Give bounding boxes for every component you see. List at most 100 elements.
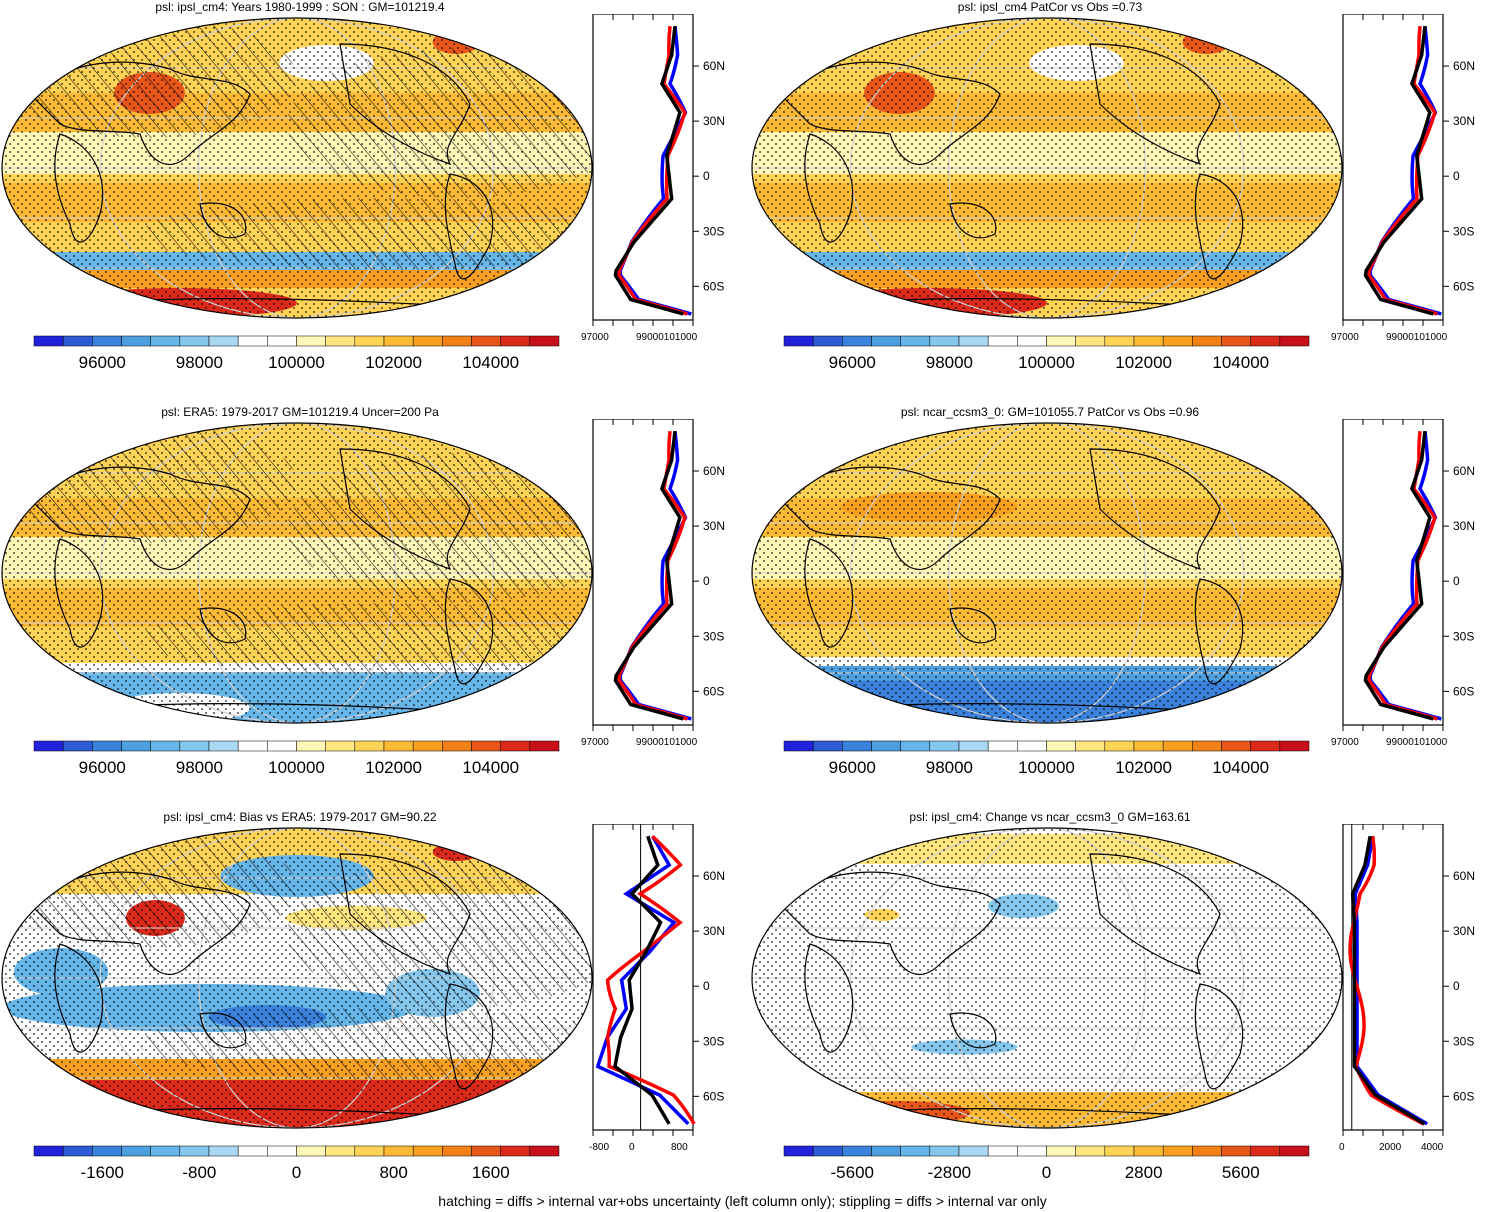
colorbar-swatch <box>1221 1145 1251 1157</box>
continent-outline <box>444 173 494 280</box>
colorbar-swatch <box>871 335 901 347</box>
profile-lat-label: 60N <box>703 59 725 73</box>
profile-line-black <box>1363 25 1434 316</box>
colorbar-tick-label: 1600 <box>472 1163 510 1182</box>
continent-outline <box>779 466 1001 570</box>
colorbar-swatch <box>92 740 122 752</box>
coastlines <box>779 853 1251 1120</box>
map-border <box>1 17 593 319</box>
continent-outline <box>29 61 251 165</box>
continent-outline <box>199 202 247 239</box>
profile-lat-label: 0 <box>1453 979 1460 993</box>
colorbar-swatch <box>121 1145 151 1157</box>
map-field <box>2 828 592 1128</box>
continent-outline <box>54 133 104 243</box>
colorbar-swatch <box>500 335 531 347</box>
profile-lat-label: 30S <box>703 629 724 643</box>
map-border <box>751 827 1343 1129</box>
colorbar-swatch <box>442 740 472 752</box>
chart-svg: 9600098000100000102000104000Pa60N30N030S… <box>751 14 1475 372</box>
continent-outline <box>199 607 247 644</box>
colorbar-swatch <box>296 1145 326 1157</box>
colorbar-swatch <box>471 1145 501 1157</box>
colorbar-swatch <box>1221 740 1251 752</box>
colorbar-swatch <box>208 1145 239 1157</box>
profile-lat-label: 0 <box>703 169 710 183</box>
profile-x-tick-label: 99000101000 <box>1386 332 1448 343</box>
colorbar-swatch <box>1192 335 1222 347</box>
colorbar-swatch <box>412 740 443 752</box>
colorbar-tick-label: 100000 <box>1018 353 1075 372</box>
colorbar-swatch <box>1017 335 1047 347</box>
panel-middle-left: psl: ERA5: 1979-2017 GM=101219.4 Uncer=2… <box>0 405 735 805</box>
colorbar-swatch <box>929 740 960 752</box>
colorbar-swatch <box>929 335 960 347</box>
continent-outline <box>804 133 854 243</box>
profile-line-black <box>1363 430 1434 721</box>
colorbar-tick-label: 102000 <box>365 758 422 777</box>
continent-outline <box>804 943 854 1053</box>
colorbar-tick-label: 102000 <box>365 353 422 372</box>
colorbar-swatch <box>1133 1145 1164 1157</box>
profile-lat-label: 0 <box>703 979 710 993</box>
colorbar-swatch <box>296 740 326 752</box>
profile-lat-label: 60N <box>703 869 725 883</box>
colorbar-swatch <box>33 740 64 752</box>
colorbar-tick-label: 100000 <box>268 758 325 777</box>
profile-x-tick-label: 2000 <box>1379 1142 1402 1153</box>
zonal-profile: Pa60N30N030S60S9700099000101000 <box>1331 419 1475 748</box>
profile-lat-label: 30S <box>1453 224 1474 238</box>
continent-outline <box>1089 448 1221 571</box>
colorbar-swatch <box>1075 740 1106 752</box>
colorbar-swatch <box>1104 740 1135 752</box>
continent-outline <box>779 871 1001 975</box>
colorbar-tick-label: 5600 <box>1222 1163 1260 1182</box>
colorbar: -5600 -2800 0 2800 5600 <box>783 1145 1310 1182</box>
continent-outline <box>339 43 471 166</box>
colorbar-swatch <box>325 1145 356 1157</box>
colorbar-tick-label: 102000 <box>1115 353 1172 372</box>
panel-top-right: psl: ipsl_cm4 PatCor vs Obs =0.73 96000 98… <box>750 0 1485 400</box>
colorbar-swatch <box>383 1145 414 1157</box>
colorbar-swatch <box>958 1145 989 1157</box>
colorbar-swatch <box>1279 1145 1310 1157</box>
colorbar-swatch <box>62 335 93 347</box>
profile-x-tick-label: 97000 <box>1331 332 1359 343</box>
colorbar-swatch <box>1104 335 1135 347</box>
chart-svg: 9600098000100000102000104000Pa60N30N030S… <box>1 419 725 777</box>
colorbar-swatch <box>1162 335 1193 347</box>
colorbar-swatch <box>33 335 64 347</box>
continent-outline <box>339 448 471 571</box>
colorbar-swatch <box>1046 1145 1076 1157</box>
profile-lat-label: 60N <box>1453 464 1475 478</box>
continent-outline <box>1089 43 1221 166</box>
colorbar-swatch <box>237 1145 268 1157</box>
colorbar-tick-label: 96000 <box>829 758 876 777</box>
profile-lat-label: 30S <box>1453 1034 1474 1048</box>
continent-outline <box>339 853 471 976</box>
profile-line-blue <box>1353 835 1429 1126</box>
profile-x-tick-label: 4000 <box>1421 1142 1444 1153</box>
colorbar-swatch <box>987 1145 1018 1157</box>
colorbar-tick-label: -2800 <box>928 1163 971 1182</box>
colorbar-tick-label: 98000 <box>926 353 973 372</box>
colorbar-swatch <box>1075 1145 1106 1157</box>
profile-x-tick-label: 800 <box>671 1142 688 1153</box>
panel-middle-right: psl: ncar_ccsm3_0: GM=101055.7 PatCor vs… <box>750 405 1485 805</box>
profile-line-black <box>1350 835 1426 1126</box>
continent-outline <box>29 871 251 975</box>
profile-lat-label: 60S <box>703 1089 724 1103</box>
profile-line-black <box>612 835 671 1125</box>
colorbar-swatch <box>179 335 210 347</box>
colorbar-swatch <box>958 740 989 752</box>
colorbar-swatch <box>842 740 872 752</box>
colorbar-swatch <box>179 1145 210 1157</box>
map-field <box>752 828 1342 1128</box>
colorbar-tick-label: 0 <box>1042 1163 1051 1182</box>
profile-line-black <box>613 25 684 316</box>
map-field <box>752 423 1342 723</box>
colorbar-swatch <box>1279 335 1310 347</box>
panel-title: psl: ERA5: 1979-2017 GM=101219.4 Uncer=2… <box>161 405 439 419</box>
profile-lat-label: 30N <box>1453 519 1475 533</box>
